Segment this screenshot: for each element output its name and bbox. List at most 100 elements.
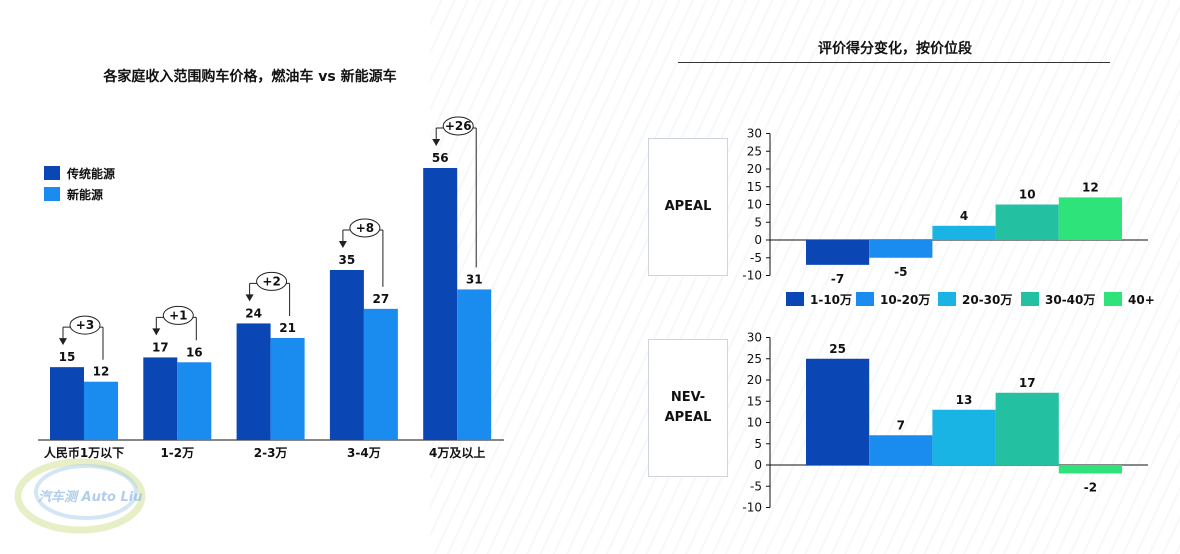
- legend-label-0: 传统能源: [66, 166, 115, 181]
- label-traditional-3: 35: [339, 253, 356, 267]
- annotation-arrow-2: [245, 294, 254, 302]
- annotation-text-4: +26: [445, 119, 472, 133]
- bar-2-1: [869, 435, 933, 465]
- ytick-label-2-10: 10: [747, 416, 762, 430]
- bar-2-3: [995, 392, 1059, 465]
- right-legend-label-0: 1-10万: [810, 293, 852, 307]
- value-label-2-1: 7: [897, 418, 905, 432]
- ytick-label-1-0: 0: [754, 233, 762, 247]
- category-label-1: 1-2万: [160, 446, 194, 460]
- ytick-label-2-30: 30: [747, 331, 762, 345]
- annotation-oval-4: [442, 116, 474, 136]
- ytick-label-2-0: 0: [754, 458, 762, 472]
- right-legend-swatch-1: [856, 292, 874, 306]
- bar-nev-4: [457, 289, 492, 440]
- annotation-text-2: +2: [262, 274, 280, 288]
- annotation-arrow-3: [338, 241, 347, 248]
- category-label-2: 2-3万: [254, 446, 288, 460]
- bar-2-4: [1058, 465, 1122, 474]
- annotation-text-1: +1: [169, 308, 187, 322]
- value-label-2-3: 17: [1019, 376, 1036, 390]
- right-legend-label-4: 40+: [1128, 293, 1155, 307]
- bar-traditional-0: [50, 367, 84, 440]
- nev-apeal-label-box: NEV- APEAL: [648, 339, 728, 477]
- bar-1-2: [932, 225, 996, 240]
- annotation-text-0: +3: [76, 318, 94, 332]
- right-chart-title: 评价得分变化，按价位段: [818, 41, 972, 57]
- bar-2-0: [806, 358, 870, 465]
- category-label-4: 4万及以上: [429, 445, 485, 460]
- right-legend-swatch-3: [1021, 292, 1039, 306]
- bar-2-2: [932, 409, 996, 465]
- label-traditional-0: 15: [59, 350, 76, 364]
- bar-traditional-2: [236, 323, 271, 440]
- bar-nev-2: [270, 338, 305, 440]
- value-label-1-2: 4: [960, 209, 968, 223]
- watermark-logo-text: 汽车测 Auto Liu: [38, 490, 143, 505]
- bar-traditional-3: [329, 270, 364, 440]
- annotation-arrow-1: [152, 328, 161, 336]
- ytick-label-2-5: 5: [754, 437, 762, 451]
- value-label-1-0: -7: [831, 272, 844, 286]
- annotation-arrow-0: [59, 338, 67, 346]
- right-legend-label-1: 10-20万: [880, 293, 930, 307]
- annotation-oval-0: [69, 315, 101, 335]
- bar-traditional-1: [143, 357, 178, 440]
- label-nev-3: 27: [373, 292, 390, 306]
- label-traditional-4: 56: [432, 151, 449, 165]
- label-traditional-2: 24: [245, 306, 262, 320]
- ytick-label-2--10: -10: [742, 501, 762, 515]
- label-nev-1: 16: [186, 345, 203, 359]
- apeal-label-box: APEAL: [648, 138, 728, 276]
- label-nev-4: 31: [466, 272, 483, 286]
- right-legend-label-3: 30-40万: [1045, 293, 1095, 307]
- bar-nev-1: [177, 362, 212, 440]
- ytick-label-2-25: 25: [747, 352, 762, 366]
- ytick-label-2--5: -5: [750, 479, 762, 493]
- right-legend-swatch-0: [786, 292, 804, 306]
- annotation-text-3: +8: [356, 221, 374, 235]
- value-label-2-4: -2: [1084, 481, 1097, 495]
- legend-swatch-0: [44, 166, 60, 180]
- label-nev-2: 21: [279, 321, 296, 335]
- bar-1-3: [995, 204, 1059, 240]
- label-traditional-1: 17: [152, 340, 169, 354]
- right-legend-swatch-2: [938, 292, 956, 306]
- legend-label-1: 新能源: [67, 187, 103, 202]
- bar-nev-3: [363, 308, 398, 440]
- ytick-label-1-25: 25: [747, 144, 762, 158]
- annotation-oval-1: [162, 305, 194, 325]
- value-label-2-2: 13: [956, 393, 973, 407]
- ytick-label-1-5: 5: [754, 215, 762, 229]
- legend-swatch-1: [44, 187, 60, 201]
- annotation-oval-3: [349, 218, 381, 238]
- value-label-2-0: 25: [829, 342, 846, 356]
- ytick-label-2-20: 20: [747, 373, 762, 387]
- bar-nev-0: [84, 381, 118, 440]
- bar-1-4: [1058, 197, 1122, 240]
- watermark-logo: [14, 458, 146, 534]
- value-label-1-1: -5: [894, 265, 907, 279]
- title-divider: [678, 62, 1110, 63]
- bar-1-0: [806, 240, 870, 265]
- category-label-0: 人民币1万以下: [44, 445, 124, 460]
- ytick-label-1-30: 30: [747, 127, 762, 141]
- value-label-1-3: 10: [1019, 188, 1036, 202]
- value-label-1-4: 12: [1082, 180, 1099, 194]
- left-chart-title: 各家庭收入范围购车价格，燃油车 vs 新能源车: [103, 69, 397, 85]
- ytick-label-1-15: 15: [747, 180, 762, 194]
- bar-traditional-4: [423, 168, 458, 440]
- ytick-label-1--10: -10: [742, 269, 762, 283]
- right-legend-swatch-4: [1104, 292, 1122, 306]
- ytick-label-1-10: 10: [747, 198, 762, 212]
- ytick-label-1--5: -5: [750, 251, 762, 265]
- category-label-3: 3-4万: [347, 446, 381, 460]
- right-legend-label-2: 20-30万: [962, 293, 1012, 307]
- ytick-label-2-15: 15: [747, 394, 762, 408]
- label-nev-0: 12: [93, 365, 110, 379]
- annotation-oval-2: [256, 271, 288, 291]
- ytick-label-1-20: 20: [747, 162, 762, 176]
- annotation-arrow-4: [432, 139, 441, 146]
- bar-1-1: [869, 240, 933, 258]
